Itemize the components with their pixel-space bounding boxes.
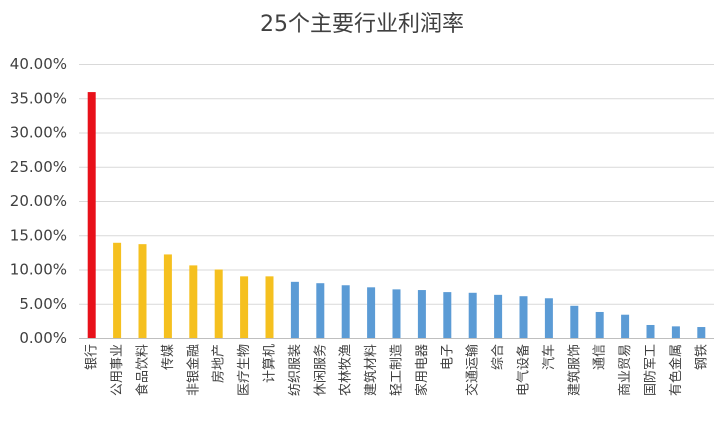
y-tick-label: 25.00% bbox=[10, 158, 67, 176]
bar bbox=[163, 254, 172, 338]
bar bbox=[519, 296, 528, 338]
x-tick-label: 休闲服务 bbox=[312, 344, 328, 396]
bar bbox=[646, 324, 655, 338]
bar bbox=[265, 276, 274, 338]
bar bbox=[367, 287, 376, 338]
y-tick-label: 35.00% bbox=[10, 89, 67, 107]
y-tick-label: 0.00% bbox=[19, 329, 67, 347]
x-axis-labels: 银行 公用事业 食品饮料 传媒 非银金融 房地产 医疗生物 计算机 纺织服装 休闲服务 农林牧渔 建筑… bbox=[85, 344, 710, 396]
bar bbox=[443, 292, 452, 338]
x-tick-label: 国防军工 bbox=[643, 344, 659, 396]
bar bbox=[316, 283, 325, 338]
y-tick-label: 10.00% bbox=[10, 261, 67, 279]
x-tick-label: 纺织服装 bbox=[288, 344, 303, 396]
bar bbox=[138, 244, 147, 338]
bar bbox=[214, 269, 223, 338]
bar bbox=[113, 242, 122, 338]
bar bbox=[697, 327, 706, 338]
x-tick-label: 电子 bbox=[440, 344, 455, 370]
x-tick-label: 有色金属 bbox=[668, 344, 684, 396]
x-tick-label: 银行 bbox=[85, 344, 100, 370]
x-tick-label: 轻工制造 bbox=[390, 344, 405, 396]
x-tick-label: 农林牧渔 bbox=[339, 344, 354, 396]
x-tick-label: 电气设备 bbox=[516, 344, 532, 396]
chart-title: 25个主要行业利润率 bbox=[260, 12, 464, 37]
x-tick-label: 通信 bbox=[593, 344, 608, 370]
bar bbox=[392, 289, 401, 338]
x-tick-label: 计算机 bbox=[263, 344, 278, 383]
x-tick-label: 非银金融 bbox=[185, 344, 201, 396]
x-tick-label: 房地产 bbox=[211, 344, 227, 383]
bar bbox=[87, 92, 96, 339]
gridlines bbox=[79, 64, 714, 305]
bar bbox=[595, 311, 604, 338]
bar bbox=[290, 281, 299, 338]
bar bbox=[544, 298, 553, 338]
bar bbox=[671, 326, 680, 338]
bar bbox=[240, 276, 249, 338]
bar bbox=[417, 290, 426, 338]
x-tick-label: 商业贸易 bbox=[618, 344, 633, 396]
x-tick-label: 建筑材料 bbox=[363, 344, 379, 396]
y-tick-label: 15.00% bbox=[10, 226, 67, 244]
bar bbox=[570, 305, 579, 338]
x-tick-label: 交通运输 bbox=[465, 344, 481, 396]
bar bbox=[494, 294, 503, 338]
x-tick-label: 医疗生物 bbox=[237, 344, 252, 396]
x-tick-label: 汽车 bbox=[541, 344, 557, 370]
x-tick-label: 家用电器 bbox=[414, 344, 430, 396]
y-tick-label: 30.00% bbox=[10, 124, 67, 142]
x-tick-label: 食品饮料 bbox=[135, 344, 151, 396]
bar bbox=[468, 292, 477, 338]
x-tick-label: 综合 bbox=[491, 344, 506, 370]
bar bbox=[341, 285, 350, 338]
y-axis-ticks: 0.00% 5.00% 10.00% 15.00% 20.00% 25.00% 30.00%… bbox=[10, 55, 67, 347]
bar bbox=[189, 265, 198, 338]
y-tick-label: 20.00% bbox=[10, 192, 67, 210]
x-tick-label: 建筑服饰 bbox=[566, 344, 582, 396]
bar bbox=[621, 314, 630, 338]
bars bbox=[87, 92, 706, 339]
y-tick-label: 5.00% bbox=[19, 295, 67, 313]
x-tick-label: 公用事业 bbox=[110, 344, 125, 396]
x-tick-label: 钢铁 bbox=[694, 344, 709, 370]
x-tick-label: 传媒 bbox=[161, 344, 176, 370]
y-tick-label: 40.00% bbox=[10, 55, 67, 73]
